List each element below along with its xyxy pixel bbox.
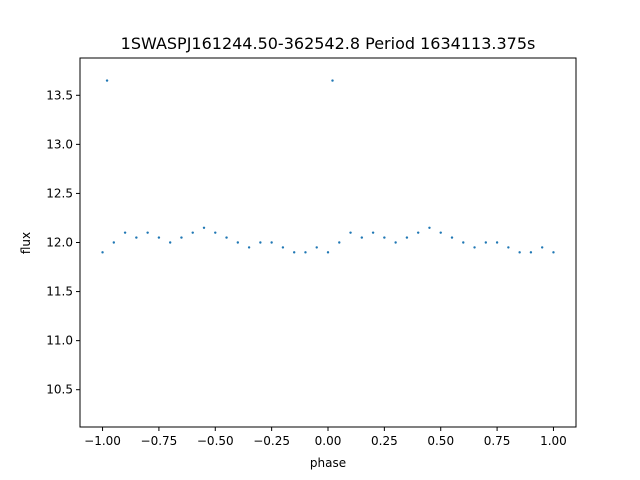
data-point: [450, 236, 454, 239]
y-tick-label: 12.0: [46, 236, 73, 250]
scatter-points: [101, 79, 555, 254]
data-point: [168, 241, 172, 244]
data-point: [225, 236, 228, 239]
data-point: [214, 231, 217, 234]
data-point: [157, 236, 161, 239]
data-point: [394, 241, 397, 244]
data-point: [338, 241, 341, 244]
data-point: [292, 251, 296, 254]
y-axis-label: flux: [19, 232, 33, 254]
x-axis-label: phase: [310, 456, 346, 470]
x-tick-label: 1.00: [540, 434, 567, 448]
data-point: [349, 231, 352, 234]
data-point: [484, 241, 488, 244]
y-tick-label: 11.5: [46, 285, 73, 299]
data-point: [529, 251, 533, 254]
x-tick-label: 0.00: [315, 434, 342, 448]
data-point: [462, 241, 465, 244]
data-point: [281, 246, 285, 249]
data-point: [247, 246, 251, 249]
y-tick-label: 13.5: [46, 88, 73, 102]
plot-area-frame: [79, 57, 577, 428]
data-point: [123, 231, 127, 234]
data-point: [202, 226, 206, 229]
x-tick-label: 0.25: [371, 434, 398, 448]
x-tick-label: 0.75: [484, 434, 511, 448]
data-point: [540, 246, 544, 249]
data-point: [360, 236, 364, 239]
data-point: [135, 236, 138, 239]
data-point: [105, 79, 109, 82]
data-point: [180, 236, 183, 239]
x-tick-label: −1.00: [84, 434, 121, 448]
x-tick-label: −0.50: [197, 434, 234, 448]
data-point: [416, 231, 420, 234]
data-point: [495, 241, 499, 244]
data-point: [405, 236, 409, 239]
x-axis: −1.00 −0.75 −0.50 −0.25 0.00 0.25 0.50 0.75 1.00: [84, 427, 567, 448]
data-point: [371, 231, 375, 234]
data-point: [331, 79, 334, 82]
x-tick-label: 0.50: [427, 434, 454, 448]
chart-title: 1SWASPJ161244.50-362542.8 Period 1634113…: [121, 34, 536, 53]
data-point: [304, 251, 307, 254]
data-point: [552, 251, 555, 254]
y-tick-label: 12.5: [46, 186, 73, 200]
y-tick-label: 10.5: [46, 383, 73, 397]
data-point: [236, 241, 240, 244]
data-point: [428, 226, 431, 229]
data-point: [315, 246, 318, 249]
x-tick-label: −0.75: [141, 434, 178, 448]
data-point: [518, 251, 521, 254]
data-point: [146, 231, 149, 234]
data-point: [259, 241, 262, 244]
data-point: [383, 236, 386, 239]
data-point: [191, 231, 194, 234]
y-tick-label: 11.0: [46, 334, 73, 348]
data-point: [439, 231, 442, 234]
data-point: [112, 241, 116, 244]
data-point: [101, 251, 104, 254]
data-point: [507, 246, 510, 249]
y-axis: 10.5 11.0 11.5 12.0 12.5 13.0 13.5: [46, 88, 80, 397]
data-point: [270, 241, 273, 244]
data-point: [326, 251, 330, 254]
x-tick-label: −0.25: [253, 434, 290, 448]
data-point: [473, 246, 476, 249]
y-tick-label: 13.0: [46, 137, 73, 151]
